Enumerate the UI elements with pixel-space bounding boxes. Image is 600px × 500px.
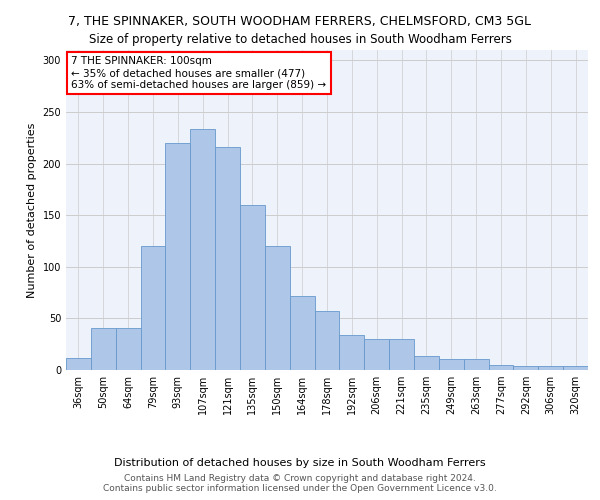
Text: Size of property relative to detached houses in South Woodham Ferrers: Size of property relative to detached ho… — [89, 32, 511, 46]
Bar — [439, 358, 464, 370]
Text: Contains public sector information licensed under the Open Government Licence v3: Contains public sector information licen… — [103, 484, 497, 493]
Bar — [563, 366, 588, 370]
Bar — [290, 296, 314, 370]
Text: 7, THE SPINNAKER, SOUTH WOODHAM FERRERS, CHELMSFORD, CM3 5GL: 7, THE SPINNAKER, SOUTH WOODHAM FERRERS,… — [68, 15, 532, 28]
Bar — [140, 246, 166, 370]
Bar — [265, 246, 290, 370]
Bar — [488, 365, 514, 370]
Text: Contains HM Land Registry data © Crown copyright and database right 2024.: Contains HM Land Registry data © Crown c… — [124, 474, 476, 483]
Y-axis label: Number of detached properties: Number of detached properties — [27, 122, 37, 298]
Bar — [414, 356, 439, 370]
Bar — [340, 335, 364, 370]
Text: Distribution of detached houses by size in South Woodham Ferrers: Distribution of detached houses by size … — [114, 458, 486, 468]
Text: 7 THE SPINNAKER: 100sqm
← 35% of detached houses are smaller (477)
63% of semi-d: 7 THE SPINNAKER: 100sqm ← 35% of detache… — [71, 56, 326, 90]
Bar — [538, 366, 563, 370]
Bar — [215, 147, 240, 370]
Bar — [514, 366, 538, 370]
Bar — [190, 130, 215, 370]
Bar — [314, 311, 340, 370]
Bar — [240, 205, 265, 370]
Bar — [364, 339, 389, 370]
Bar — [66, 358, 91, 370]
Bar — [166, 143, 190, 370]
Bar — [389, 339, 414, 370]
Bar — [464, 358, 488, 370]
Bar — [116, 328, 140, 370]
Bar — [91, 328, 116, 370]
